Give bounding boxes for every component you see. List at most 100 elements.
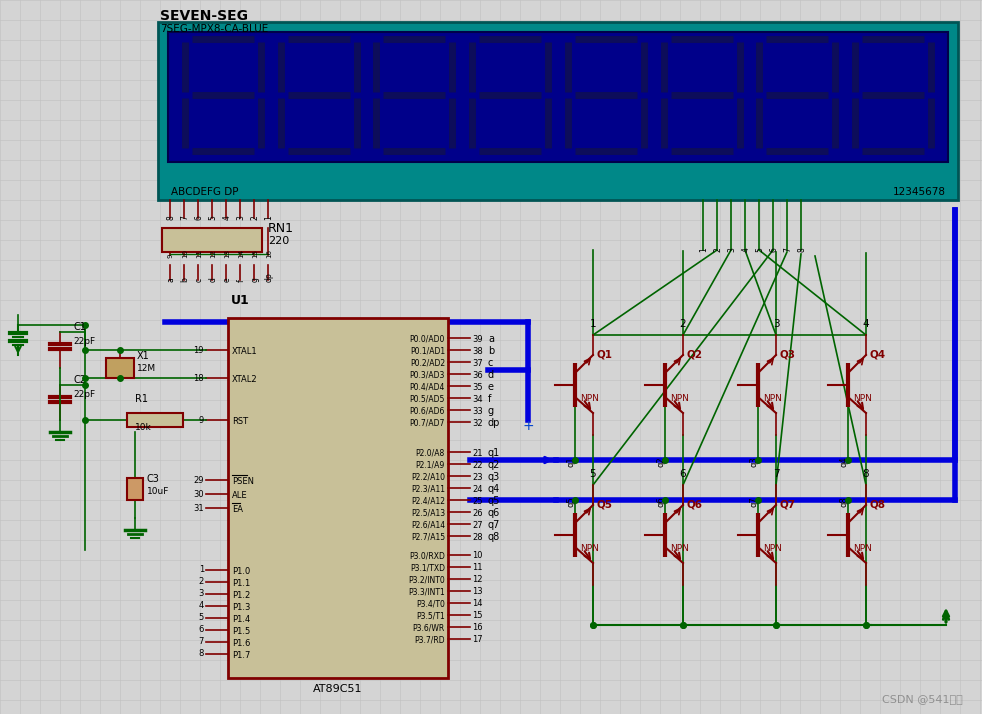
Text: Q6: Q6 (687, 499, 703, 509)
Text: 10: 10 (472, 551, 482, 560)
Text: e: e (223, 277, 232, 282)
Text: q5: q5 (567, 496, 575, 507)
Text: 2: 2 (714, 247, 723, 252)
Text: 4: 4 (741, 247, 750, 252)
Text: Q1: Q1 (597, 349, 613, 359)
Text: 27: 27 (472, 521, 482, 530)
Text: c: c (194, 278, 203, 282)
Text: P3.6/WR: P3.6/WR (412, 623, 445, 633)
Text: P2.6/A14: P2.6/A14 (410, 521, 445, 530)
Text: a: a (167, 277, 176, 282)
Text: 12: 12 (472, 575, 482, 585)
Text: 7: 7 (773, 469, 780, 479)
Text: q6: q6 (488, 508, 500, 518)
Bar (158, 22, 958, 200)
Text: U1: U1 (231, 294, 249, 307)
Text: NPN: NPN (580, 544, 599, 553)
Text: P3.1/TXD: P3.1/TXD (410, 563, 445, 573)
Text: 6: 6 (198, 625, 204, 635)
Text: 7SEG-MPX8-CA-BLUE: 7SEG-MPX8-CA-BLUE (160, 24, 268, 34)
Text: C3: C3 (147, 474, 160, 484)
Text: e: e (488, 382, 494, 392)
Text: NPN: NPN (670, 394, 689, 403)
Text: 36: 36 (472, 371, 483, 380)
Text: 14: 14 (472, 600, 482, 608)
Text: 37: 37 (472, 358, 483, 368)
Text: q8: q8 (840, 496, 848, 507)
Text: P0.5/AD5: P0.5/AD5 (409, 395, 445, 403)
Text: NPN: NPN (580, 394, 599, 403)
Text: 30: 30 (193, 490, 204, 498)
Text: XTAL1: XTAL1 (232, 346, 257, 356)
Text: CSDN @541板哥: CSDN @541板哥 (882, 694, 963, 704)
Text: P1.1: P1.1 (232, 578, 250, 588)
Text: 1: 1 (198, 565, 204, 575)
Text: 7: 7 (181, 215, 190, 220)
Text: 14: 14 (238, 249, 244, 258)
Text: d: d (488, 370, 494, 380)
Text: 9: 9 (198, 416, 204, 425)
Text: 35: 35 (472, 383, 482, 391)
Text: EA: EA (232, 505, 243, 513)
Text: 12: 12 (210, 249, 216, 258)
Text: 32: 32 (472, 418, 482, 428)
Text: XTAL2: XTAL2 (232, 375, 257, 383)
Text: P3.3/INT1: P3.3/INT1 (409, 588, 445, 596)
Text: 11: 11 (196, 249, 202, 258)
Text: q7: q7 (749, 496, 758, 507)
Text: 33: 33 (472, 406, 483, 416)
Text: 6: 6 (680, 469, 686, 479)
Text: q2: q2 (657, 456, 666, 467)
Text: q3: q3 (488, 472, 500, 482)
Text: 4: 4 (198, 601, 204, 610)
Text: 26: 26 (472, 508, 482, 518)
Text: q7: q7 (488, 520, 501, 530)
Text: P2.4/A12: P2.4/A12 (411, 496, 445, 506)
Text: 5: 5 (755, 247, 765, 252)
Text: 19: 19 (193, 346, 204, 354)
Text: 8: 8 (863, 469, 869, 479)
Text: P3.2/INT0: P3.2/INT0 (409, 575, 445, 585)
Text: Q2: Q2 (687, 349, 703, 359)
Bar (168, 32, 948, 162)
Text: 31: 31 (193, 503, 204, 513)
Text: P3.4/T0: P3.4/T0 (416, 600, 445, 608)
Text: Q8: Q8 (870, 499, 886, 509)
Text: ABCDEFG DP: ABCDEFG DP (171, 187, 239, 197)
Text: q3: q3 (749, 456, 758, 467)
Text: 18: 18 (193, 373, 204, 383)
Text: 25: 25 (472, 496, 482, 506)
Text: P0.0/AD0: P0.0/AD0 (409, 334, 445, 343)
Text: P2.3/A11: P2.3/A11 (411, 485, 445, 493)
Text: 34: 34 (472, 395, 482, 403)
Text: AT89C51: AT89C51 (313, 684, 362, 694)
Text: C2: C2 (73, 375, 86, 385)
Text: P0.4/AD4: P0.4/AD4 (409, 383, 445, 391)
Text: P1.7: P1.7 (232, 650, 250, 660)
Text: 1: 1 (589, 319, 596, 329)
Text: q2: q2 (488, 460, 501, 470)
Text: RN1: RN1 (268, 222, 294, 235)
Text: 21: 21 (472, 448, 482, 458)
Text: P0.6/AD6: P0.6/AD6 (409, 406, 445, 416)
Text: 22pF: 22pF (73, 337, 95, 346)
Bar (162, 228, 262, 252)
Text: f: f (488, 394, 491, 404)
Text: dp: dp (488, 418, 501, 428)
Text: ALE: ALE (232, 491, 247, 500)
Bar (228, 318, 448, 678)
Text: 22pF: 22pF (73, 390, 95, 399)
Text: d: d (208, 277, 217, 282)
Text: q5: q5 (488, 496, 501, 506)
Text: P3.7/RD: P3.7/RD (414, 635, 445, 645)
Text: P0.1/AD1: P0.1/AD1 (409, 346, 445, 356)
Text: 4: 4 (223, 215, 232, 220)
Text: 39: 39 (472, 334, 482, 343)
Text: 5: 5 (198, 613, 204, 623)
Text: 16: 16 (266, 249, 272, 258)
Text: 3: 3 (198, 590, 204, 598)
Text: 2: 2 (680, 319, 686, 329)
Bar (106, 358, 134, 378)
Text: 23: 23 (472, 473, 482, 481)
Text: 220: 220 (268, 236, 290, 246)
